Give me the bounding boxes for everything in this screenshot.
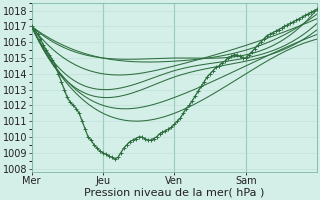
X-axis label: Pression niveau de la mer( hPa ): Pression niveau de la mer( hPa ) xyxy=(84,187,265,197)
